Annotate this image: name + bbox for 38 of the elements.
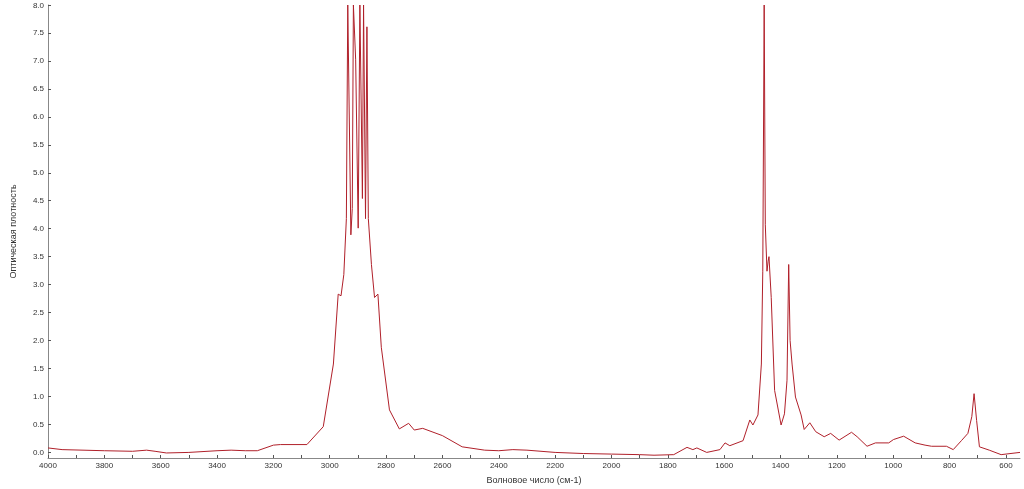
y-axis-title: Оптическая плотность (7, 184, 18, 279)
x-tick-label: 2200 (546, 460, 565, 470)
y-tick-label: 5.0 (32, 168, 45, 178)
x-tick-label: 2800 (377, 460, 396, 470)
x-tick-label: 2400 (489, 460, 509, 470)
x-tick-label: 3400 (208, 460, 227, 470)
y-tick-label: 4.0 (32, 224, 45, 234)
x-tick-label: 2600 (433, 460, 452, 470)
y-tick-label: 8.0 (32, 0, 45, 10)
x-tick-label: 1400 (771, 460, 790, 470)
y-tick-label: 1.5 (32, 364, 45, 374)
line-series (47, 4, 1021, 456)
x-tick-label: 3200 (264, 460, 283, 470)
x-tick-label: 1000 (884, 460, 903, 470)
x-tick-label: 600 (999, 460, 1014, 470)
x-tick-label: 3600 (151, 460, 171, 470)
y-tick-label: 1.0 (32, 391, 45, 401)
y-tick-label: 6.0 (32, 112, 45, 122)
y-tick-label: 7.0 (32, 56, 45, 66)
x-tick-label: 800 (942, 460, 957, 470)
y-tick-label: 3.5 (32, 252, 45, 262)
y-tick-label: 7.5 (32, 28, 45, 38)
x-tick-label: 2000 (602, 460, 621, 470)
y-tick-label: 4.5 (32, 196, 45, 206)
y-tick-label: 2.0 (32, 336, 45, 346)
y-tick-label: 6.5 (32, 84, 45, 94)
x-tick-label: 1600 (715, 460, 734, 470)
y-tick-label: 0.5 (32, 419, 45, 429)
y-tick-label: 3.0 (32, 280, 45, 290)
x-tick-label: 3800 (95, 460, 114, 470)
y-tick-label: 2.5 (32, 308, 45, 318)
x-tick-label: 1200 (827, 460, 847, 470)
x-tick-label: 1800 (658, 460, 678, 470)
x-axis-title: Волновое число (см-1) (486, 474, 582, 485)
x-tick-label: 3000 (320, 460, 340, 470)
y-tick-label: 0.0 (32, 447, 45, 457)
y-tick-label: 5.5 (32, 140, 45, 150)
x-tick-label: 4000 (39, 460, 58, 470)
